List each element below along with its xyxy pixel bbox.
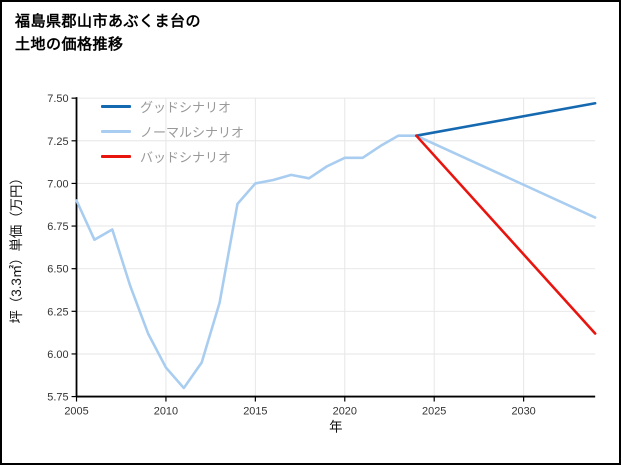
y-tick-label: 6.25 (47, 306, 68, 318)
legend-item-normal: ノーマルシナリオ (101, 119, 244, 144)
y-tick-label: 7.25 (47, 136, 68, 148)
y-tick-label: 6.00 (47, 349, 68, 361)
normal-scenario-line-swatch (101, 130, 131, 133)
legend-item-good: グッドシナリオ (101, 94, 244, 119)
x-tick-label: 2005 (64, 405, 88, 417)
bad-scenario-line-swatch (101, 155, 131, 158)
x-tick-label: 2030 (511, 405, 535, 417)
y-tick-label: 5.75 (47, 392, 68, 404)
chart-title: 福島県郡山市あぶくま台の 土地の価格推移 (15, 10, 201, 57)
y-tick-label: 7.00 (47, 178, 68, 190)
x-tick-label: 2015 (243, 405, 267, 417)
legend-label-good: グッドシナリオ (140, 100, 232, 115)
legend-label-bad: バッドシナリオ (140, 150, 232, 165)
x-axis-label: 年 (329, 419, 342, 434)
y-tick-label: 6.50 (47, 264, 68, 276)
chart-title-line1: 福島県郡山市あぶくま台の (15, 13, 202, 30)
series-normal-scenario (75, 134, 597, 390)
x-tick-label: 2010 (154, 405, 178, 417)
legend-label-normal: ノーマルシナリオ (140, 125, 245, 140)
x-tick-label: 2025 (422, 405, 446, 417)
y-tick-label: 6.75 (47, 221, 68, 233)
y-tick-label: 7.50 (47, 93, 68, 105)
y-axis-label: 坪（3.3㎡）単価（万円） (9, 171, 24, 323)
legend-item-bad: バッドシナリオ (101, 144, 244, 169)
legend: グッドシナリオ ノーマルシナリオ バッドシナリオ (101, 94, 244, 169)
x-tick-label: 2020 (333, 405, 357, 417)
good-scenario-line-swatch (101, 105, 131, 108)
series-good-scenario (415, 101, 597, 137)
series-bad-scenario (415, 134, 597, 335)
chart-title-line2: 土地の価格推移 (15, 36, 124, 54)
